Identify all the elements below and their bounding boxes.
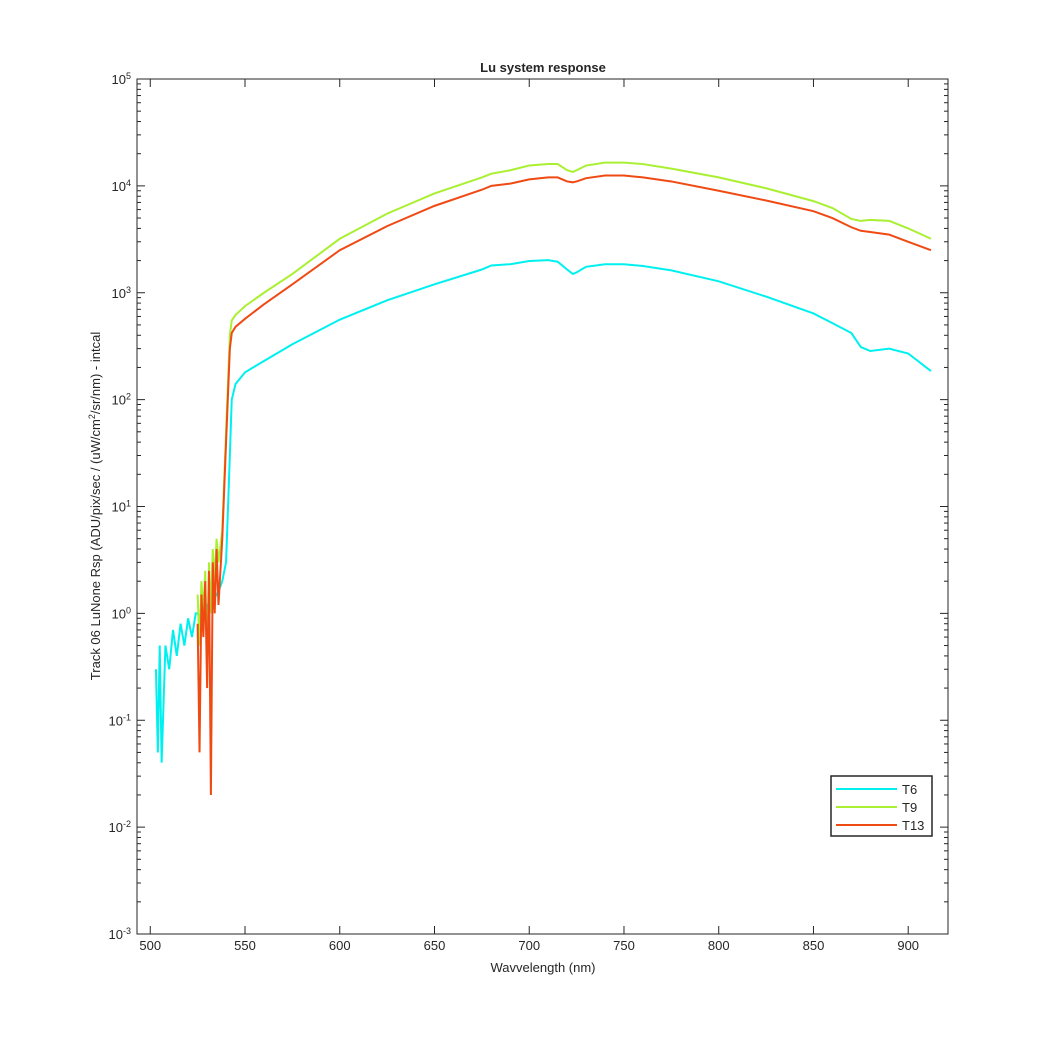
line-series — [154, 259, 932, 763]
x-tick-label: 700 — [518, 938, 540, 953]
x-tick-label: 900 — [897, 938, 919, 953]
line-series — [196, 174, 932, 795]
x-tick-label: 500 — [139, 938, 161, 953]
x-tick-label: 550 — [234, 938, 256, 953]
legend-label: T6 — [902, 782, 917, 797]
x-tick-label: 850 — [803, 938, 825, 953]
chart-title: Lu system response — [480, 60, 606, 75]
x-tick-label: 750 — [613, 938, 635, 953]
x-tick-label: 800 — [708, 938, 730, 953]
x-axis-label: Wavvelength (nm) — [491, 960, 596, 975]
x-tick-label: 650 — [424, 938, 446, 953]
legend-label: T13 — [902, 818, 924, 833]
y-axis-label: Track 06 LuNone Rsp (ADU/pix/sec / (uW/c… — [87, 332, 103, 681]
x-tick-label: 600 — [329, 938, 351, 953]
legend-label: T9 — [902, 800, 917, 815]
plot-area — [136, 78, 949, 935]
